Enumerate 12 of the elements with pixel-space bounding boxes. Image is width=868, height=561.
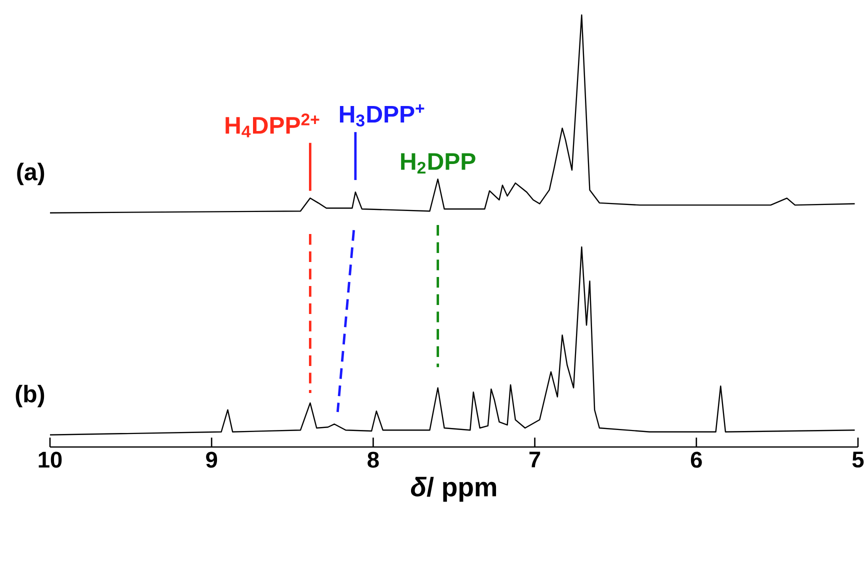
series-label: (b): [16, 384, 44, 408]
series-label: H$_{4}$DPP$^{2+}$: [226, 113, 320, 138]
series-label: (a): [17, 162, 44, 185]
x-tick-label: 9: [206, 452, 218, 468]
x-tick-label: 8: [368, 452, 379, 468]
x-axis-title: δ/ ppm: [410, 476, 496, 502]
x-tick-label: 7: [529, 452, 540, 468]
series-label: H$_{3}$DPP$^{+}$: [340, 104, 424, 126]
x-tick-label: 5: [852, 452, 864, 468]
x-tick-label: 6: [690, 452, 702, 468]
x-tick-label: 10: [38, 452, 62, 468]
text: H$_{2}$DPP: [401, 153, 476, 174]
